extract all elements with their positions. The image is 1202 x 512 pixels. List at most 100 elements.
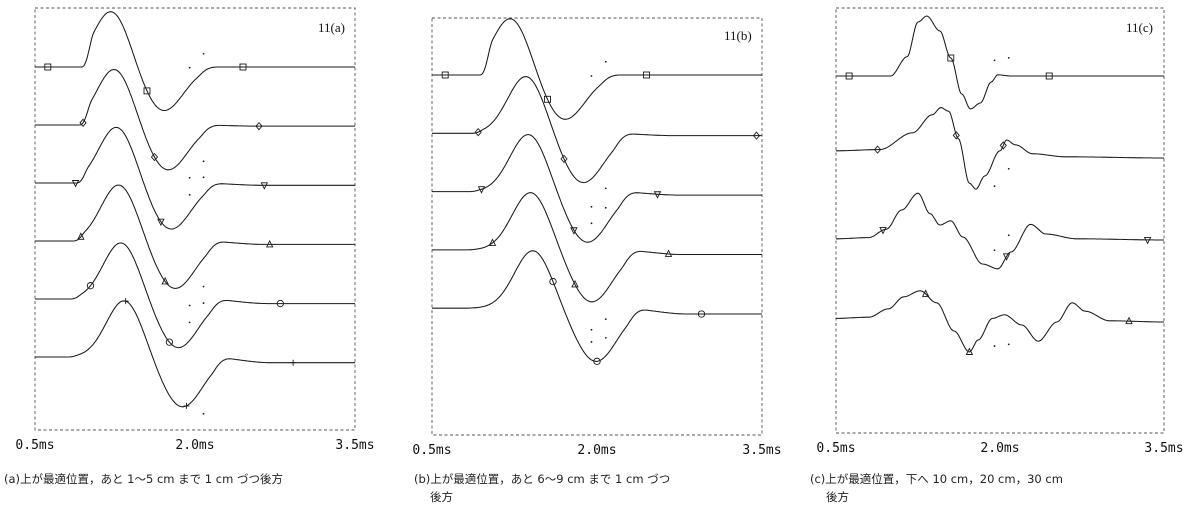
trace-3 xyxy=(35,126,355,230)
series-line-3 xyxy=(35,126,355,230)
series-line-4 xyxy=(432,192,762,303)
marker-circle xyxy=(549,277,557,286)
sample-dot xyxy=(590,75,593,77)
sample-dot xyxy=(188,321,191,324)
marker-triangle-up xyxy=(664,249,673,257)
marker-square xyxy=(544,95,551,103)
trace-3 xyxy=(836,192,1164,270)
series-line-2 xyxy=(432,76,762,184)
sample-dot xyxy=(993,249,996,252)
caption-11c-line1: (c)上が最適位置，下へ 10 cm，20 cm，30 cm xyxy=(810,472,1063,486)
marker-triangle-down xyxy=(157,218,165,227)
marker-circle xyxy=(276,299,284,308)
sample-dot xyxy=(202,285,205,288)
x-tick-label: 0.5ms xyxy=(816,441,855,456)
marker-triangle-up xyxy=(488,238,497,246)
marker-square xyxy=(239,63,247,71)
marker-triangle-up xyxy=(161,276,169,285)
panel-11b: 11(b) 0.5ms 2.0ms 3.5ms (b)上が最適位置，あと 6〜9 cm… xyxy=(408,0,788,512)
series-line-2 xyxy=(35,68,355,171)
marker-triangle-down xyxy=(71,180,80,188)
marker-plus xyxy=(122,298,129,305)
panel-11a: 11(a) 0.5ms 2.0ms 3.5ms (a)上が最適位置，あと 1〜5 cm… xyxy=(0,0,380,512)
sample-dot xyxy=(993,345,996,347)
sample-dot xyxy=(993,185,996,188)
marker-triangle-down xyxy=(879,227,887,235)
trace-1 xyxy=(35,11,355,112)
marker-triangle-down xyxy=(260,182,269,190)
marker-circle xyxy=(86,282,95,290)
sample-dot xyxy=(604,60,607,63)
marker-circle xyxy=(593,357,601,365)
sample-dot xyxy=(202,176,205,179)
x-tick-label: 0.5ms xyxy=(412,443,451,458)
marker-diamond xyxy=(752,131,761,140)
x-tick-label: 2.0ms xyxy=(577,443,616,458)
trace-2 xyxy=(836,107,1164,190)
series-line-3 xyxy=(836,192,1164,270)
sample-dot xyxy=(202,412,205,415)
marker-circle xyxy=(165,338,174,346)
x-tick-label: 2.0ms xyxy=(175,438,214,453)
marker-diamond xyxy=(999,141,1007,150)
series-line-1 xyxy=(836,15,1164,110)
panel-label: 11(b) xyxy=(724,28,752,43)
marker-diamond xyxy=(873,145,882,154)
trace-4 xyxy=(836,289,1164,355)
plot-frame xyxy=(34,7,356,431)
sample-dot xyxy=(590,205,593,208)
marker-square xyxy=(44,63,52,71)
x-tick-label: 3.5ms xyxy=(335,438,374,453)
sample-dot xyxy=(604,187,607,190)
sample-dot xyxy=(1007,343,1010,346)
plot-frame xyxy=(835,7,1165,434)
series-line-3 xyxy=(432,134,762,243)
panel-label: 11(c) xyxy=(1126,20,1153,35)
sample-dot xyxy=(1007,167,1010,170)
marker-triangle-down xyxy=(1002,253,1011,261)
marker-diamond xyxy=(255,121,263,131)
sample-dot xyxy=(188,66,191,69)
trace-3 xyxy=(432,134,762,243)
trace-5 xyxy=(432,250,762,365)
trace-2 xyxy=(432,76,762,208)
sample-dot xyxy=(202,160,205,163)
sample-dot xyxy=(202,52,205,55)
chart-11b: 11(b) 0.5ms 2.0ms 3.5ms xyxy=(412,17,782,458)
sample-dot xyxy=(590,222,593,225)
marker-triangle-down xyxy=(653,191,662,199)
sample-dot xyxy=(993,59,996,62)
series-line-5 xyxy=(432,250,762,362)
marker-square xyxy=(143,87,151,95)
marker-diamond xyxy=(79,118,87,127)
sample-dot xyxy=(604,206,607,209)
panel-label: 11(a) xyxy=(318,20,345,35)
marker-square xyxy=(1045,72,1053,80)
x-tick-label: 3.5ms xyxy=(1144,441,1183,456)
series-line-2 xyxy=(836,107,1164,190)
marker-triangle-down xyxy=(477,186,486,194)
marker-triangle-up xyxy=(265,239,274,248)
trace-1 xyxy=(836,15,1164,110)
sample-dot xyxy=(604,336,607,339)
panel-11c: 11(c) 0.5ms 2.0ms 3.5ms (c)上が最適位置，下へ 10 cm，… xyxy=(808,0,1188,512)
x-tick-label: 2.0ms xyxy=(980,441,1019,456)
series-line-4 xyxy=(35,184,355,289)
marker-triangle-down xyxy=(1143,236,1152,245)
trace-4 xyxy=(35,184,355,307)
marker-triangle-up xyxy=(921,289,930,297)
sample-dot xyxy=(188,304,191,307)
caption-11c-line2: 後方 xyxy=(826,490,849,504)
series-line-4 xyxy=(836,290,1164,353)
trace-5 xyxy=(35,242,355,349)
series-line-6 xyxy=(35,300,355,408)
marker-triangle-down xyxy=(570,227,578,235)
trace-2 xyxy=(35,68,355,179)
marker-square xyxy=(947,54,955,62)
marker-triangle-up xyxy=(571,279,579,288)
trace-6 xyxy=(35,298,355,415)
series-line-5 xyxy=(35,242,355,349)
x-tick-label: 3.5ms xyxy=(742,443,781,458)
marker-square xyxy=(845,72,853,80)
chart-11a: 11(a) 0.5ms 2.0ms 3.5ms xyxy=(15,7,375,453)
